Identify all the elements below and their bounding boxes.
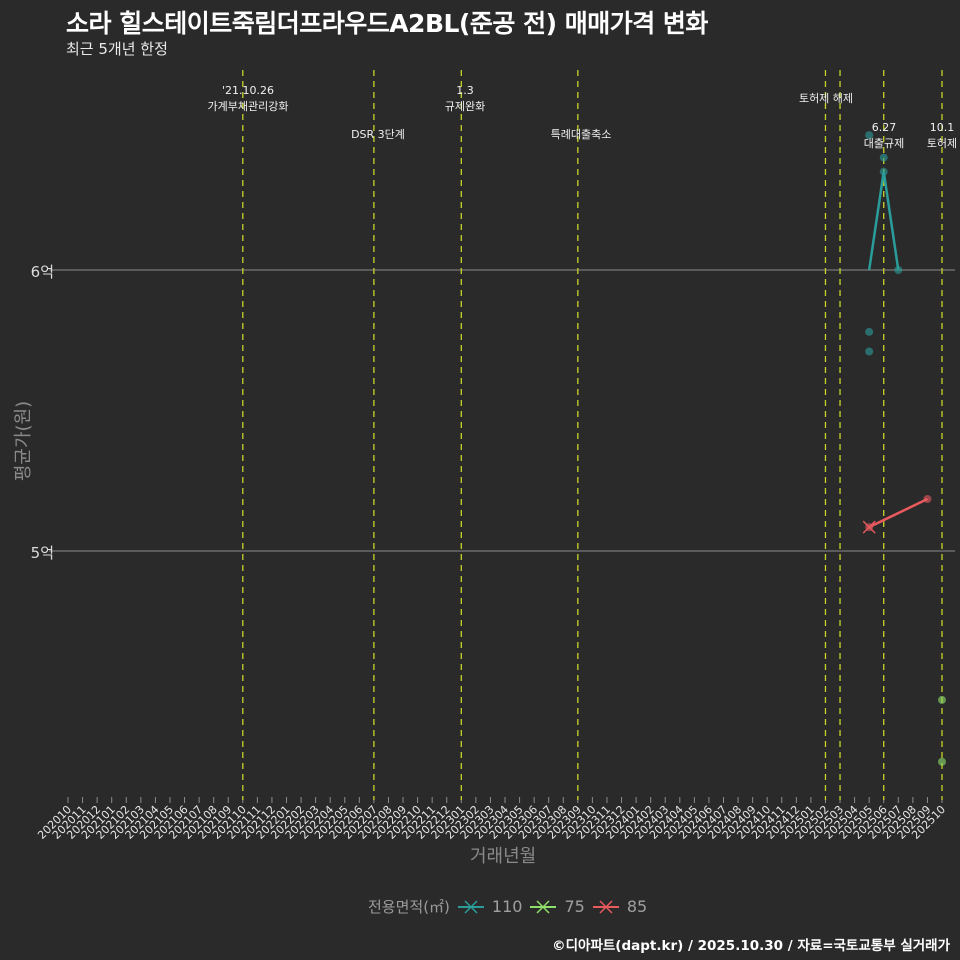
annotation-label: DSR 3단계 xyxy=(351,128,405,141)
annotation-date: '21.10.26 xyxy=(221,84,274,97)
annotation-label: 가계부채관리강화 xyxy=(207,100,289,113)
annotation-label: 특례대출축소 xyxy=(550,128,612,141)
legend-label: 110 xyxy=(491,897,523,916)
legend-label: 85 xyxy=(626,897,648,916)
chart-subtitle: 최근 5개년 한정 xyxy=(66,40,168,58)
event-annotation: '21.10.26 가계부채관리강화 xyxy=(208,83,289,115)
annotation-date: 10.1 xyxy=(929,121,955,134)
source-caption: ©디아파트(dapt.kr) / 2025.10.30 / 자료=국토교통부 실… xyxy=(552,938,950,954)
annotation-date: 1.3 xyxy=(456,84,474,97)
event-annotation: 1.3 규제완화 xyxy=(445,83,485,115)
y-axis-label: 평균가(원) xyxy=(13,400,35,482)
legend-item-75[interactable]: 75 xyxy=(530,897,585,916)
x-axis-label: 거래년월 xyxy=(470,846,537,867)
annotation-label: 대출규제 xyxy=(863,137,905,150)
chart-title: 소라 힐스테이트죽림더프라우드A2BL(준공 전) 매매가격 변화 xyxy=(66,9,708,38)
y-tick-5: 5억 xyxy=(30,544,54,562)
event-annotation: 6.27 대출규제 xyxy=(864,120,904,152)
annotation-label: 토허제 해제 xyxy=(798,92,854,105)
y-tick-6: 6억 xyxy=(30,263,54,281)
annotation-label: 규제완화 xyxy=(444,100,486,113)
annotation-label: 토허제 xyxy=(926,137,958,150)
event-annotation: 토허제 해제 xyxy=(799,91,853,107)
event-annotation: 10.1 토허제 xyxy=(927,120,957,152)
legend-title: 전용면적(㎡) xyxy=(368,898,450,916)
legend-85-icon xyxy=(592,899,619,914)
annotation-date: 6.27 xyxy=(871,121,897,134)
legend-label: 75 xyxy=(564,897,585,916)
legend-item-110[interactable]: 110 xyxy=(457,897,523,916)
legend-75-icon xyxy=(530,899,557,914)
event-annotation: DSR 3단계 xyxy=(351,127,405,143)
legend-110-icon xyxy=(457,899,484,914)
legend-item-85[interactable]: 85 xyxy=(592,897,648,916)
legend: 전용면적(㎡) 110 75 85 xyxy=(368,896,647,917)
event-annotation: 특례대출축소 xyxy=(551,127,612,143)
